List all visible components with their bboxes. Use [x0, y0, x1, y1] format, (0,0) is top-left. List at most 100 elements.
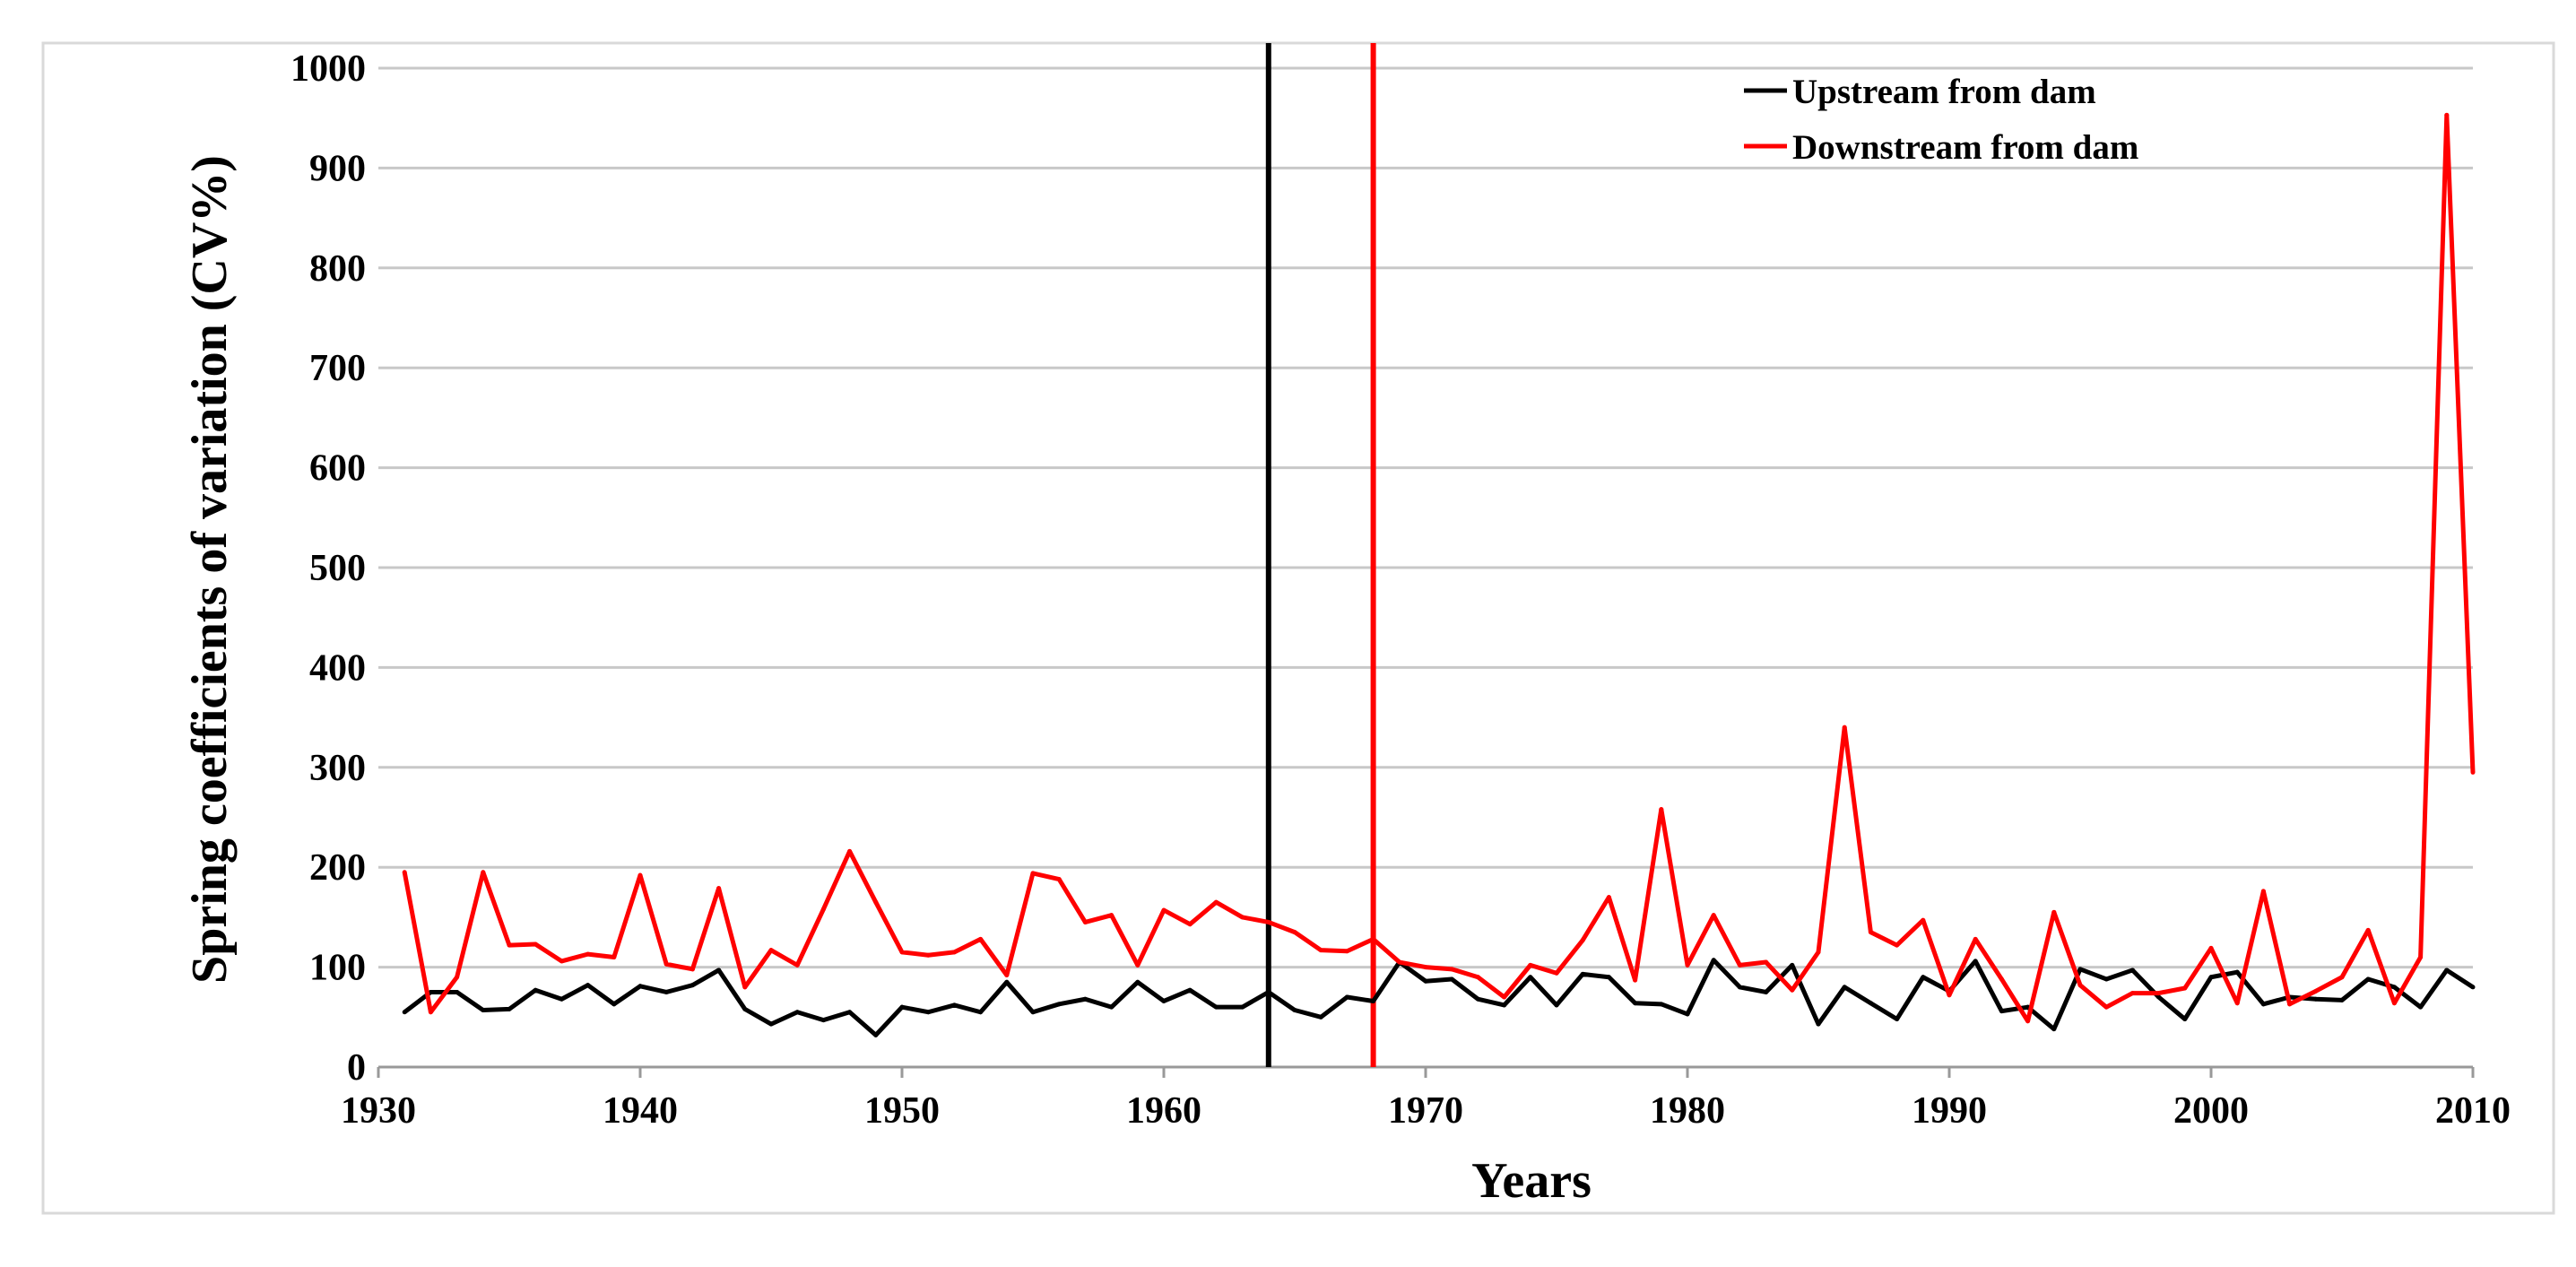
x-tick-label: 2000 — [2173, 1090, 2249, 1132]
data-point — [794, 962, 800, 968]
data-point — [899, 950, 905, 955]
series-line-downstream — [402, 112, 2476, 1024]
data-point — [2444, 968, 2450, 973]
data-point — [2260, 889, 2266, 894]
legend-label: Downstream from dam — [1792, 128, 2138, 167]
y-tick-label: 100 — [309, 948, 366, 989]
data-point — [1685, 1011, 1690, 1017]
y-tick-label: 300 — [309, 748, 366, 789]
x-tick-label: 1980 — [1650, 1090, 1725, 1132]
data-point — [1318, 948, 1323, 953]
legend-label: Upstream from dam — [1792, 73, 2096, 111]
y-tick-label: 200 — [309, 847, 366, 889]
x-tick-label: 1970 — [1388, 1090, 1463, 1132]
data-point — [978, 1010, 984, 1015]
data-point — [2260, 1002, 2266, 1007]
data-point — [559, 996, 564, 1002]
data-point — [2287, 1002, 2293, 1007]
data-point — [507, 1006, 512, 1011]
data-point — [1371, 998, 1376, 1003]
data-point — [1475, 975, 1480, 980]
data-point — [2470, 985, 2476, 990]
data-point — [1711, 913, 1716, 918]
data-point — [2129, 991, 2135, 996]
data-point — [664, 961, 669, 967]
data-point — [1109, 913, 1115, 918]
data-point — [2391, 1001, 2397, 1006]
data-point — [847, 848, 853, 854]
data-point — [1004, 979, 1010, 985]
data-point — [585, 951, 591, 957]
data-point — [1973, 959, 1978, 964]
data-point — [1790, 962, 1795, 968]
data-point — [1056, 877, 1062, 882]
data-point — [1606, 895, 1611, 900]
data-point — [611, 1002, 617, 1007]
data-point — [2234, 969, 2240, 975]
data-point — [1292, 1008, 1297, 1013]
series-group — [402, 112, 2476, 1037]
data-point — [1921, 975, 1926, 980]
x-axis-title: Years — [1471, 1153, 1592, 1209]
data-point — [1266, 989, 1271, 994]
data-point — [1973, 936, 1978, 942]
data-point — [1659, 807, 1664, 812]
data-point — [1947, 993, 1952, 998]
data-point — [1449, 976, 1454, 982]
data-point — [768, 948, 774, 953]
data-point — [1187, 987, 1193, 993]
data-point — [1764, 989, 1769, 994]
data-point — [2182, 1017, 2188, 1022]
data-point — [951, 950, 957, 955]
data-point — [2313, 996, 2319, 1002]
data-point — [637, 984, 643, 989]
data-point — [1423, 965, 1428, 970]
data-point — [1266, 919, 1271, 924]
data-point — [1502, 994, 1507, 1000]
data-point — [1240, 915, 1245, 920]
data-point — [2391, 985, 2397, 990]
x-tick-label: 1950 — [864, 1090, 940, 1132]
data-point — [1109, 1004, 1115, 1010]
data-point — [1790, 987, 1795, 993]
data-point — [1868, 1001, 1873, 1006]
data-point — [2208, 945, 2214, 950]
data-point — [1633, 1001, 1638, 1006]
data-point — [873, 1032, 879, 1037]
data-point — [1842, 985, 1847, 990]
data-point — [925, 1010, 931, 1015]
data-point — [2156, 994, 2162, 1000]
data-point — [2208, 975, 2214, 980]
data-point — [2365, 976, 2371, 982]
data-point — [1999, 976, 2004, 982]
data-point — [1580, 938, 1585, 943]
data-point — [847, 1010, 853, 1015]
data-point — [1528, 975, 1533, 980]
y-tick-label: 900 — [309, 148, 366, 189]
axes — [377, 1065, 2475, 1078]
data-point — [1868, 930, 1873, 935]
data-point — [402, 870, 407, 875]
data-point — [1528, 962, 1533, 968]
data-point — [1816, 1021, 1821, 1027]
x-tick-label: 2010 — [2435, 1090, 2511, 1132]
x-tick-label: 1990 — [1912, 1090, 1987, 1132]
data-point — [1056, 1002, 1062, 1007]
data-point — [1161, 907, 1167, 913]
data-point — [2313, 988, 2319, 994]
data-point — [1318, 1014, 1323, 1020]
data-point — [2470, 769, 2476, 775]
y-tick-label: 400 — [309, 647, 366, 689]
data-point — [2418, 1004, 2424, 1010]
y-tick-label: 600 — [309, 448, 366, 490]
data-point — [1606, 975, 1611, 980]
data-point — [951, 1002, 957, 1008]
data-point — [637, 872, 643, 878]
data-point — [2051, 909, 2057, 915]
data-point — [1554, 1002, 1559, 1008]
y-tick-label: 1000 — [291, 48, 366, 90]
data-point — [1711, 958, 1716, 963]
data-point — [2129, 968, 2135, 973]
data-point — [2444, 112, 2450, 117]
